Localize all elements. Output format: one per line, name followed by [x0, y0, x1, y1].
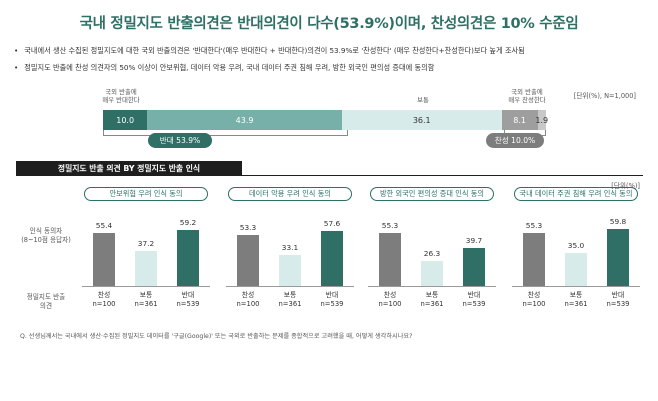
category-sample-size: n=361: [278, 300, 302, 309]
panel-title: 방한 외국인 편의성 증대 인식 동의: [370, 187, 494, 201]
category-sample-size: n=539: [462, 300, 486, 309]
agree-summary-badge: 찬성 10.0%: [486, 133, 544, 148]
panel-bar: [523, 233, 545, 286]
panel-baseline: [82, 286, 210, 287]
category-label: 반대 n=539: [454, 291, 494, 309]
bar-value-label: 37.2: [137, 238, 155, 248]
category-sample-size: n=100: [378, 300, 402, 309]
category-sample-size: n=100: [92, 300, 116, 309]
stacked-segment: 43.9: [147, 110, 342, 130]
panel-bar: [607, 229, 629, 286]
category-sample-size: n=361: [420, 300, 444, 309]
section-header: 정밀지도 반출 의견 BY 정밀지도 반출 인식: [16, 161, 242, 176]
category-label: 찬성 n=100: [514, 291, 554, 309]
panel-bar: [93, 233, 115, 286]
panel-bar: [421, 261, 443, 286]
category-sample-size: n=539: [320, 300, 344, 309]
bullet-item: 정밀지도 반출에 찬성 의견자의 50% 이상이 안보위협, 데이터 악용 우려…: [14, 63, 644, 73]
category-name: 반대: [467, 291, 481, 299]
panel-title: 국내 데이터 주권 침해 우려 인식 동의: [514, 187, 638, 201]
category-label: 보통 n=361: [270, 291, 310, 309]
category-label: 반대 n=539: [598, 291, 638, 309]
bar-value-label: 26.3: [423, 249, 441, 258]
category-name: 반대: [325, 291, 339, 299]
stacked-segment: 1.9: [535, 110, 548, 130]
panel-bar: [379, 233, 401, 286]
oppose-bracket: [103, 130, 348, 136]
panel-baseline: [368, 286, 496, 287]
panel-bar: [321, 231, 343, 286]
category-sample-size: n=539: [606, 300, 630, 309]
category-label: 보통 n=361: [412, 291, 452, 309]
label-neutral: 보통: [417, 96, 429, 104]
category-label: 반대 n=539: [168, 291, 208, 309]
category-sample-size: n=100: [236, 300, 260, 309]
section-divider: [16, 175, 643, 176]
unit-label: [단위(%), N=1,000]: [573, 92, 636, 100]
category-label: 보통 n=361: [556, 291, 596, 309]
panel-baseline: [226, 286, 354, 287]
category-label: 찬성 n=100: [228, 291, 268, 309]
category-label: 보통 n=361: [126, 291, 166, 309]
panel-bar: [463, 248, 485, 286]
stacked-opinion-bar: 10.0 43.9 36.1 8.1 1.9: [103, 110, 548, 130]
stacked-segment: 36.1: [341, 110, 502, 130]
category-label: 찬성 n=100: [370, 291, 410, 309]
label-strongly-agree: 국외 반출에 매우 찬성한다: [508, 88, 546, 104]
category-name: 찬성: [241, 291, 255, 299]
bar-value-label: 59.8: [609, 217, 627, 227]
category-name: 보통: [283, 291, 297, 299]
row-label-agreement: 인식 동의자 (8~10점 응답자): [21, 227, 71, 244]
panel-title: 안보위협 우려 인식 동의: [84, 187, 208, 201]
panel-baseline: [512, 286, 640, 287]
bar-value-label: 33.1: [281, 242, 299, 252]
bar-value-label: 55.3: [381, 221, 399, 231]
category-sample-size: n=100: [522, 300, 546, 309]
panel-bar: [279, 254, 301, 286]
bar-value-label: 39.7: [465, 236, 483, 246]
stacked-segment: 8.1: [501, 110, 538, 130]
bar-value-label: 55.4: [95, 221, 113, 231]
bullet-item: 국내에서 생산 수집된 정밀지도에 대한 국외 반출의견은 '반대한다'(매우 …: [14, 46, 644, 56]
bar-value-label: 53.3: [239, 223, 257, 233]
survey-question-footnote: Q. 선생님께서는 국내에서 생산·수집된 정밀지도 데이터를 '구글(Goog…: [20, 333, 413, 340]
category-name: 보통: [425, 291, 439, 299]
panel-bar: [565, 252, 587, 286]
panel-bar: [177, 229, 199, 286]
category-name: 반대: [181, 291, 195, 299]
category-label: 찬성 n=100: [84, 291, 124, 309]
bar-value-label: 35.0: [567, 240, 585, 250]
oppose-summary-badge: 반대 53.9%: [148, 133, 212, 148]
category-name: 찬성: [383, 291, 397, 299]
panel-bar: [135, 250, 157, 286]
panel-title: 데이터 악용 우려 인식 동의: [228, 187, 352, 201]
category-name: 찬성: [527, 291, 541, 299]
page-title: 국내 정밀지도 반출의견은 반대의견이 다수(53.9%)이며, 찬성의견은 1…: [79, 16, 579, 32]
category-label: 반대 n=539: [312, 291, 352, 309]
category-sample-size: n=361: [564, 300, 588, 309]
category-name: 반대: [611, 291, 625, 299]
bar-value-label: 59.2: [179, 217, 197, 227]
section-unit-label: [단위(%)]: [611, 182, 640, 190]
bar-value-label: 55.3: [525, 221, 543, 231]
bar-value-label: 57.6: [323, 219, 341, 229]
stacked-segment: 10.0: [103, 110, 148, 130]
category-name: 찬성: [97, 291, 111, 299]
row-label-opinion: 정밀지도 반출 의견: [26, 293, 66, 310]
category-name: 보통: [139, 291, 153, 299]
label-strongly-oppose: 국외 반출에 매우 반대한다: [102, 88, 140, 104]
category-name: 보통: [569, 291, 583, 299]
category-sample-size: n=361: [134, 300, 158, 309]
category-sample-size: n=539: [176, 300, 200, 309]
panel-bar: [237, 235, 259, 286]
bullet-list: 국내에서 생산 수집된 정밀지도에 대한 국외 반출의견은 '반대한다'(매우 …: [14, 46, 644, 80]
